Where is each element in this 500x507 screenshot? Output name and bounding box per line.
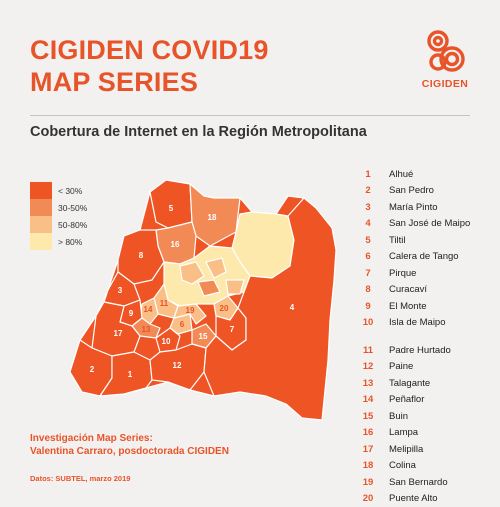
comuna-item: 15 Buin: [355, 408, 470, 425]
map-label-12: 12: [173, 361, 182, 370]
comuna-number: 4: [355, 218, 381, 229]
comuna-number: 12: [355, 361, 381, 372]
comuna-name: San Pedro: [389, 185, 434, 196]
comuna-number: 2: [355, 185, 381, 196]
comuna-number: 16: [355, 427, 381, 438]
comuna-item: 7 Pirque: [355, 265, 470, 282]
comuna-number: 10: [355, 317, 381, 328]
comuna-name: Curacaví: [389, 284, 427, 295]
comuna-item: 3 María Pinto: [355, 199, 470, 216]
comuna-item: 2 San Pedro: [355, 183, 470, 200]
comuna-number: 7: [355, 268, 381, 279]
comuna-number: 13: [355, 378, 381, 389]
comuna-item: 9 El Monte: [355, 298, 470, 315]
comuna-number: 11: [355, 345, 381, 356]
credit-line-2: Valentina Carraro, posdoctorada CIGIDEN: [30, 445, 229, 458]
map-label-2: 2: [90, 365, 95, 374]
comuna-number: 14: [355, 394, 381, 405]
map-label-5: 5: [169, 204, 174, 213]
comuna-name: Colina: [389, 460, 416, 471]
comuna-item: 6 Calera de Tango: [355, 249, 470, 266]
comuna-item: 11 Padre Hurtado: [355, 342, 470, 359]
comuna-item: 4 San José de Maipo: [355, 216, 470, 233]
comuna-number: 5: [355, 235, 381, 246]
comuna-name: Puente Alto: [389, 493, 438, 504]
comuna-item: 18 Colina: [355, 458, 470, 475]
comuna-name: Alhué: [389, 169, 413, 180]
map-label-11: 11: [160, 299, 169, 308]
map-label-20: 20: [220, 304, 229, 313]
comuna-name: Padre Hurtado: [389, 345, 451, 356]
comuna-name: San Bernardo: [389, 477, 448, 488]
comuna-item: 16 Lampa: [355, 425, 470, 442]
research-credit: Investigación Map Series: Valentina Carr…: [30, 432, 229, 458]
comuna-name: San José de Maipo: [389, 218, 470, 229]
map-label-10: 10: [162, 337, 171, 346]
map-label-9: 9: [129, 309, 134, 318]
comuna-name: El Monte: [389, 301, 427, 312]
comuna-number: 9: [355, 301, 381, 312]
comuna-number: 17: [355, 444, 381, 455]
comuna-name: Isla de Maipo: [389, 317, 446, 328]
comuna-list: 1 Alhué 2 San Pedro 3 María Pinto 4 San José…: [355, 166, 470, 507]
comuna-item: 20 Puente Alto: [355, 491, 470, 507]
comuna-number: 18: [355, 460, 381, 471]
comuna-name: Melipilla: [389, 444, 423, 455]
comuna-name: Calera de Tango: [389, 251, 459, 262]
comuna-number: 8: [355, 284, 381, 295]
comuna-name: Pirque: [389, 268, 416, 279]
comuna-item: 19 San Bernardo: [355, 474, 470, 491]
map-label-18: 18: [208, 213, 217, 222]
comuna-number: 1: [355, 169, 381, 180]
comuna-name: Lampa: [389, 427, 418, 438]
map-label-17: 17: [114, 329, 123, 338]
map-label-7: 7: [230, 325, 235, 334]
comuna-item: 12 Paine: [355, 359, 470, 376]
map-label-6: 6: [180, 320, 185, 329]
comuna-item: 17 Melipilla: [355, 441, 470, 458]
map-label-16: 16: [171, 240, 180, 249]
comuna-item: 10 Isla de Maipo: [355, 315, 470, 332]
comuna-number: 20: [355, 493, 381, 504]
comuna-number: 19: [355, 477, 381, 488]
map-label-19: 19: [186, 306, 195, 315]
map-label-3: 3: [118, 286, 123, 295]
comuna-name: Buin: [389, 411, 408, 422]
map-label-14: 14: [144, 305, 153, 314]
map-label-4: 4: [290, 303, 295, 312]
credit-line-1: Investigación Map Series:: [30, 432, 229, 445]
comuna-name: Tiltil: [389, 235, 406, 246]
comuna-item: 1 Alhué: [355, 166, 470, 183]
comuna-item: 13 Talagante: [355, 375, 470, 392]
comuna-name: Peñaflor: [389, 394, 424, 405]
data-source: Datos: SUBTEL, marzo 2019: [30, 474, 130, 483]
map-label-13: 13: [142, 325, 151, 334]
comuna-name: Talagante: [389, 378, 430, 389]
comuna-item: 8 Curacaví: [355, 282, 470, 299]
comuna-name: Paine: [389, 361, 413, 372]
map-label-1: 1: [128, 370, 133, 379]
map-label-8: 8: [139, 251, 144, 260]
comuna-item: 14 Peñaflor: [355, 392, 470, 409]
comuna-number: 3: [355, 202, 381, 213]
comuna-number: 6: [355, 251, 381, 262]
comuna-item: 5 Tiltil: [355, 232, 470, 249]
map-label-15: 15: [199, 332, 208, 341]
comuna-number: 15: [355, 411, 381, 422]
comuna-name: María Pinto: [389, 202, 438, 213]
